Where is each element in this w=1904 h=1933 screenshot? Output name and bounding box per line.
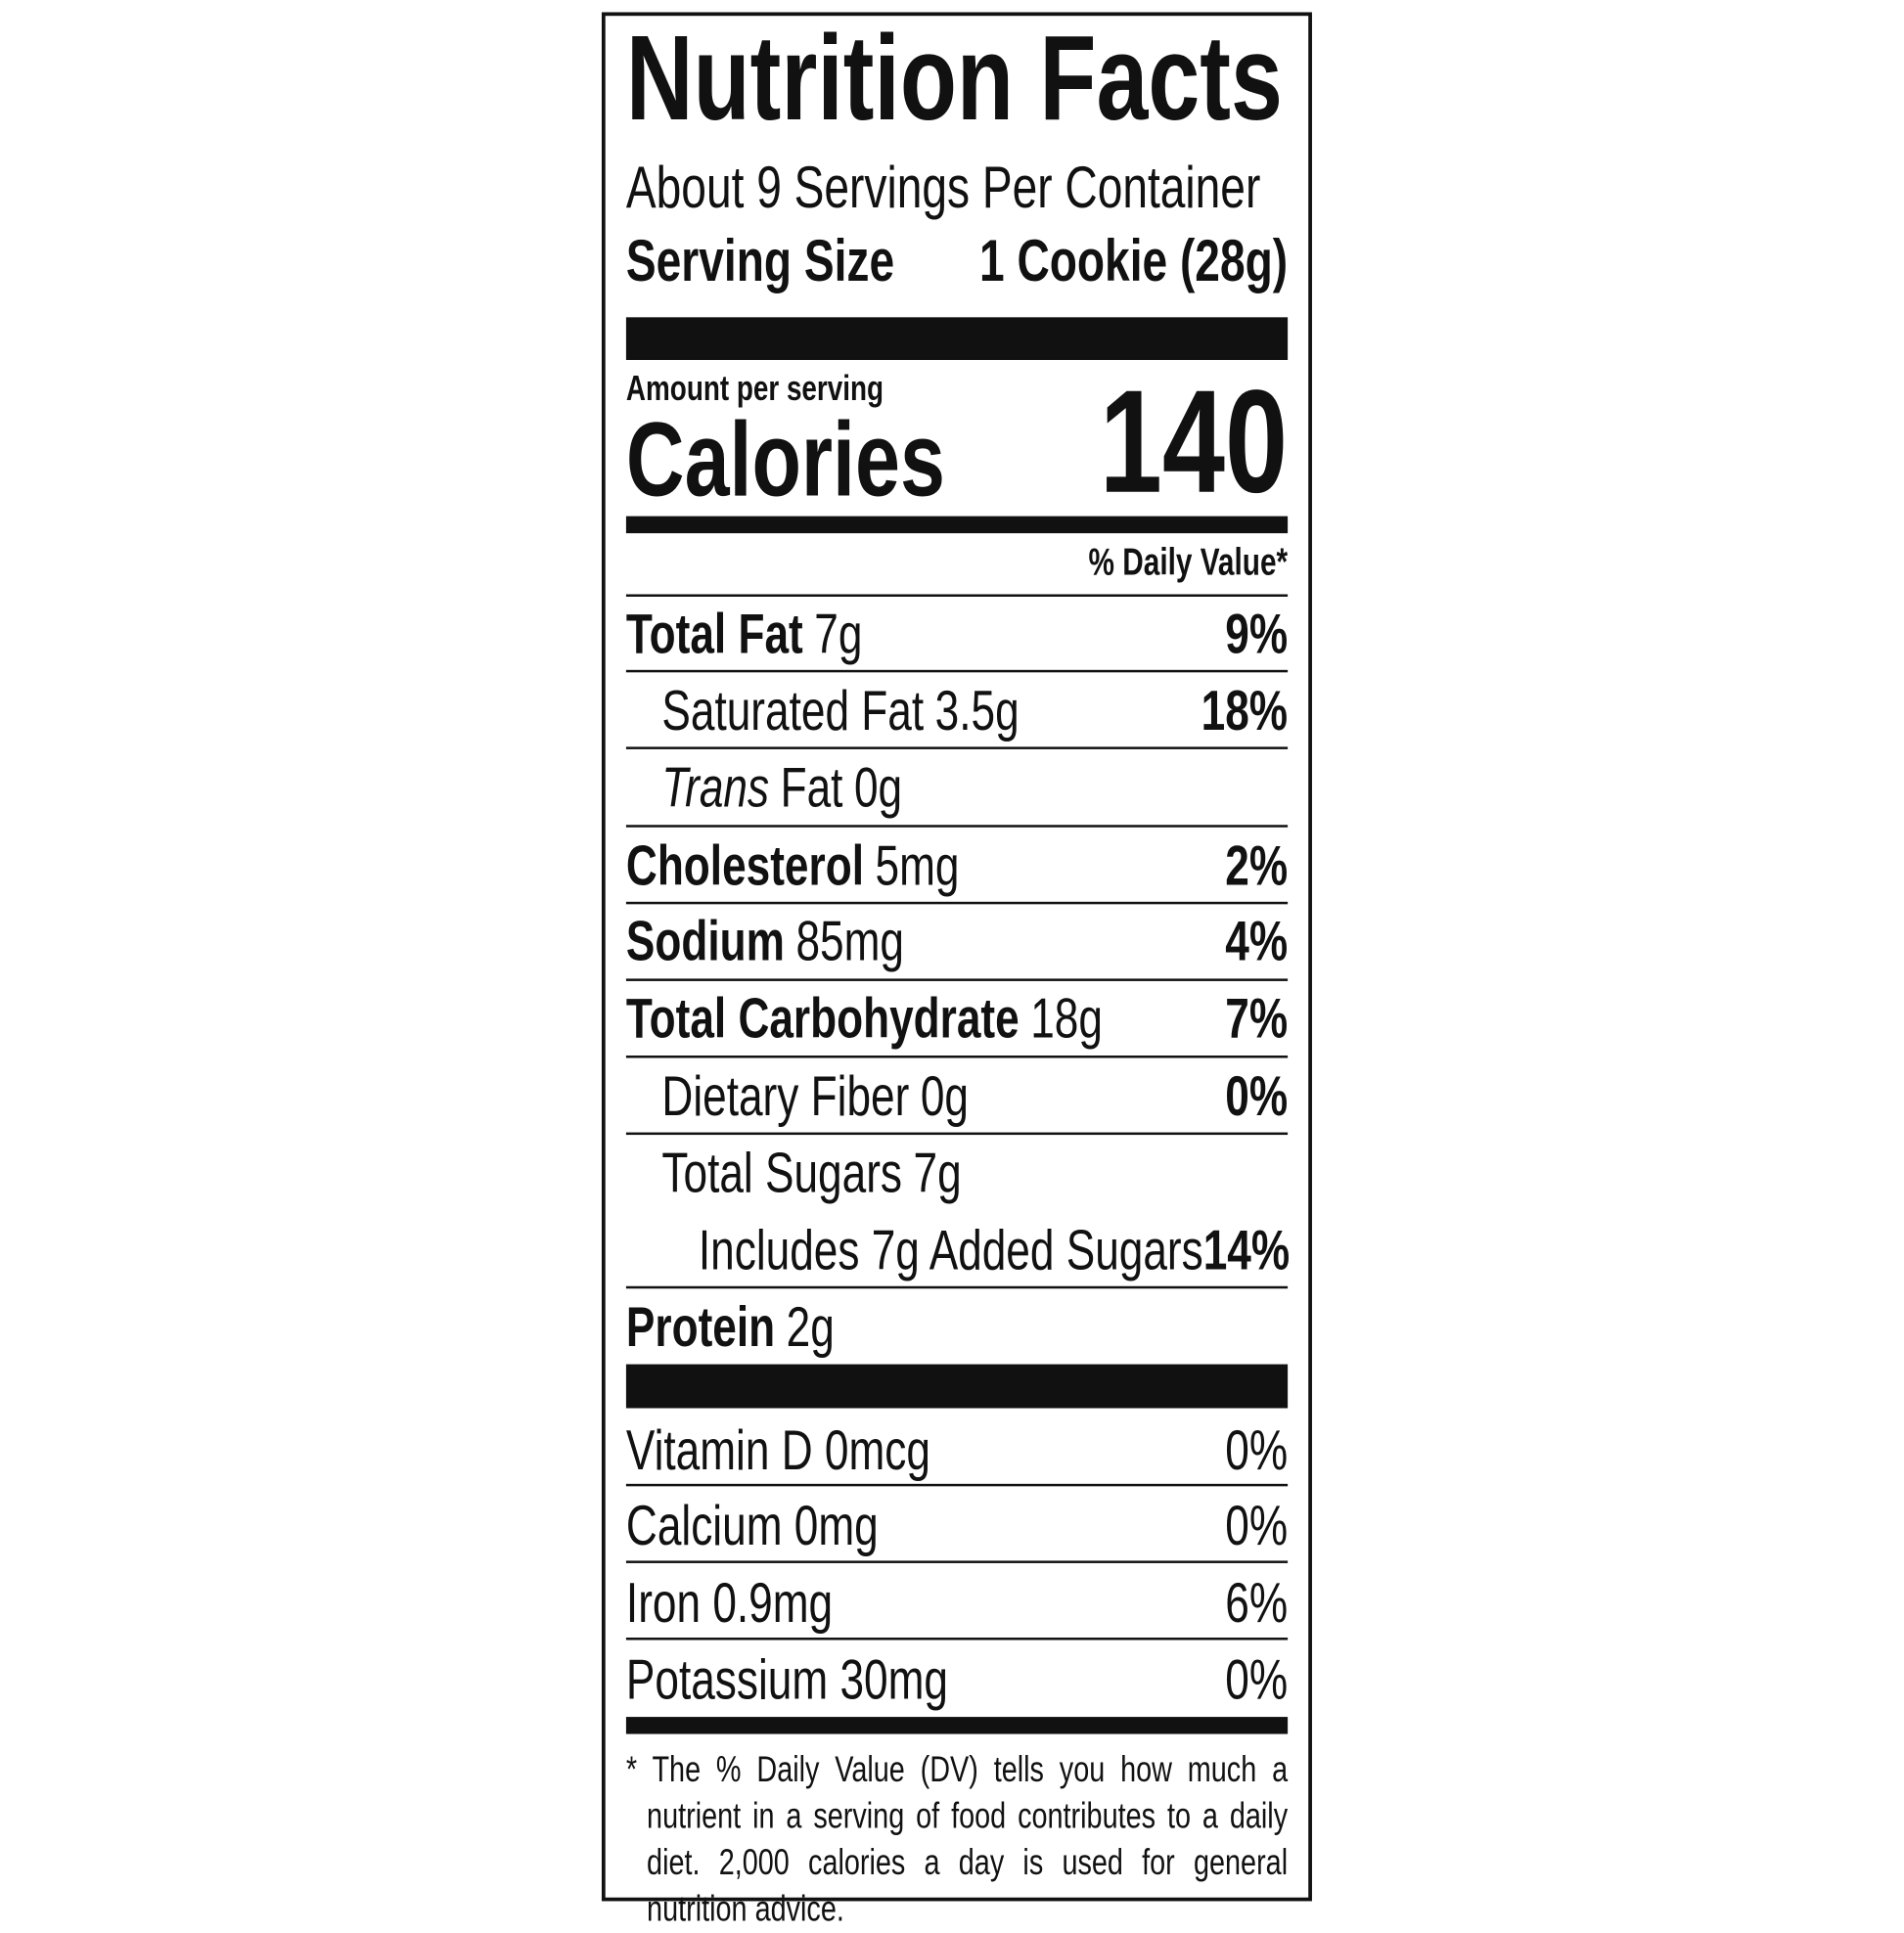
thick-bar: [625, 317, 1289, 360]
nutrient-amount: 3.5g: [934, 678, 1020, 742]
serving-size: Serving Size 1 Cookie (28g): [626, 230, 1288, 295]
nutrient-row: Protein 2g: [626, 1290, 1288, 1364]
vitamin-row: Calcium 0mg 0%: [626, 1489, 1288, 1562]
nutrient-name: Total Fat: [625, 601, 803, 665]
vitamin-dv: 0%: [1225, 1417, 1289, 1482]
nutrient-name: Total Carbohydrate: [625, 985, 1020, 1050]
nutrient-row: Dietary Fiber 0g 0%: [626, 1059, 1288, 1133]
nutrient-dv: 2%: [1225, 832, 1289, 897]
vitamin-dv: 0%: [1225, 1646, 1289, 1711]
vitamin-row: Potassium 30mg 0%: [626, 1642, 1288, 1716]
nutrient-amount: 2g: [786, 1294, 835, 1359]
vitamin-dv: 0%: [1225, 1493, 1289, 1557]
nutrient-row: Saturated Fat 3.5g 18%: [626, 674, 1288, 747]
nutrient-amount: 0g: [853, 755, 903, 820]
daily-value-header: % Daily Value*: [1088, 540, 1289, 584]
rule: [625, 1285, 1289, 1289]
vitamin-dv: 6%: [1225, 1570, 1289, 1635]
vitamin-name: Potassium 30mg: [625, 1646, 948, 1711]
nutrient-dv: 7%: [1225, 985, 1289, 1050]
rule: [625, 1483, 1289, 1487]
vitamin-name: Vitamin D 0mcg: [625, 1417, 930, 1482]
nutrient-name: Dietary Fiber: [661, 1063, 910, 1128]
nutrient-row: Sodium 85mg 4%: [626, 904, 1288, 977]
rule: [625, 825, 1289, 828]
medium-bar: [625, 516, 1289, 534]
thick-bar: [625, 1364, 1289, 1409]
nutrient-row: Total Fat 7g 9%: [626, 597, 1288, 670]
nutrient-amount: 7g: [913, 1141, 962, 1205]
nutrient-amount: 7g: [814, 601, 863, 665]
nutrient-amount: 85mg: [795, 909, 904, 973]
nutrient-amount: 18g: [1030, 985, 1103, 1050]
rule: [625, 594, 1289, 597]
nutrient-name: Fat: [780, 755, 843, 820]
amount-per-serving: Amount per serving: [625, 369, 884, 409]
label-content: Nutrition Facts About 9 Servings Per Con…: [625, 0, 1291, 1929]
nutrient-amount: 0g: [920, 1063, 969, 1128]
nutrient-name: Cholesterol: [625, 832, 864, 897]
nutrient-dv: 0%: [1225, 1063, 1289, 1128]
medium-bar: [625, 1717, 1289, 1734]
vitamin-name: Iron 0.9mg: [625, 1570, 834, 1635]
nutrient-dv: 4%: [1225, 909, 1289, 973]
nutrient-dv: 14%: [1202, 1217, 1291, 1281]
rule: [625, 978, 1289, 981]
nutrient-row: Cholesterol 5mg 2%: [626, 829, 1288, 902]
rule: [625, 1638, 1289, 1641]
rule: [625, 1056, 1289, 1058]
nutrient-row: Trans Fat 0g: [626, 750, 1288, 824]
footnote: * The % Daily Value (DV) tells you how m…: [625, 1749, 1289, 1930]
serving-size-value: 1 Cookie (28g): [978, 229, 1289, 294]
nutrient-name: Sodium: [625, 909, 785, 973]
label-border: [601, 12, 1312, 1902]
nutrient-name: Includes 7g Added Sugars: [698, 1217, 1203, 1281]
nutrient-name: Protein: [625, 1294, 776, 1359]
vitamin-row: Iron 0.9mg 6%: [626, 1565, 1288, 1639]
servings: About 9 Servings Per Container: [625, 156, 1261, 221]
nutrient-name: Total Sugars: [661, 1141, 903, 1205]
nutrient-dv: 9%: [1225, 601, 1289, 665]
rule: [625, 1132, 1289, 1136]
nutrient-row: Includes 7g Added Sugars 14%: [626, 1213, 1291, 1286]
nutrient-name: Saturated Fat: [661, 678, 925, 742]
vitamin-row: Vitamin D 0mcg 0%: [626, 1413, 1288, 1486]
rule: [625, 901, 1289, 905]
calories-value: 140: [1099, 359, 1289, 524]
calories-label: Calories: [625, 401, 945, 519]
rule: [625, 1560, 1289, 1563]
title: Nutrition Facts: [625, 9, 1283, 146]
rule: [625, 669, 1289, 673]
nutrient-dv: 18%: [1201, 678, 1289, 742]
nutrient-amount: 5mg: [875, 832, 960, 897]
vitamin-name: Calcium 0mg: [625, 1493, 879, 1557]
nutrient-name-italic: Trans: [661, 755, 770, 820]
nutrient-row: Total Sugars 7g: [626, 1136, 1288, 1209]
nutrient-row: Total Carbohydrate 18g 7%: [626, 981, 1288, 1055]
rule: [625, 746, 1289, 749]
serving-size-label: Serving Size: [625, 229, 895, 294]
